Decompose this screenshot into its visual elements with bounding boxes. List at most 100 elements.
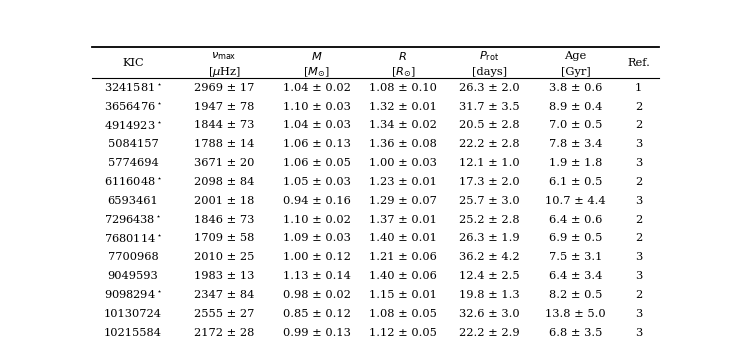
- Text: 2347 ± 84: 2347 ± 84: [194, 290, 254, 300]
- Text: 1.05 ± 0.03: 1.05 ± 0.03: [283, 177, 351, 187]
- Text: 6.4 ± 3.4: 6.4 ± 3.4: [549, 271, 602, 281]
- Text: 3241581$^\star$: 3241581$^\star$: [104, 82, 163, 94]
- Text: 0.99 ± 0.13: 0.99 ± 0.13: [283, 328, 351, 338]
- Text: 3.8 ± 0.6: 3.8 ± 0.6: [549, 83, 602, 93]
- Text: 1.23 ± 0.01: 1.23 ± 0.01: [369, 177, 437, 187]
- Text: 2969 ± 17: 2969 ± 17: [194, 83, 254, 93]
- Text: 1.06 ± 0.13: 1.06 ± 0.13: [283, 139, 351, 149]
- Text: 7680114$^\star$: 7680114$^\star$: [104, 232, 163, 245]
- Text: 6.8 ± 3.5: 6.8 ± 3.5: [549, 328, 602, 338]
- Text: 12.4 ± 2.5: 12.4 ± 2.5: [459, 271, 520, 281]
- Text: 0.94 ± 0.16: 0.94 ± 0.16: [283, 196, 351, 206]
- Text: 12.1 ± 1.0: 12.1 ± 1.0: [459, 158, 520, 168]
- Text: 1709 ± 58: 1709 ± 58: [194, 234, 254, 243]
- Text: 1.34 ± 0.02: 1.34 ± 0.02: [369, 120, 437, 130]
- Text: 3: 3: [635, 328, 643, 338]
- Text: 1.40 ± 0.06: 1.40 ± 0.06: [369, 271, 437, 281]
- Text: 25.7 ± 3.0: 25.7 ± 3.0: [459, 196, 520, 206]
- Text: 3: 3: [635, 309, 643, 319]
- Text: 1788 ± 14: 1788 ± 14: [194, 139, 254, 149]
- Text: 36.2 ± 4.2: 36.2 ± 4.2: [459, 252, 520, 262]
- Text: 1947 ± 78: 1947 ± 78: [194, 102, 254, 112]
- Text: 0.85 ± 0.12: 0.85 ± 0.12: [283, 309, 351, 319]
- Text: 10215584: 10215584: [104, 328, 162, 338]
- Text: 31.7 ± 3.5: 31.7 ± 3.5: [459, 102, 520, 112]
- Text: 22.2 ± 2.9: 22.2 ± 2.9: [459, 328, 520, 338]
- Text: 1.37 ± 0.01: 1.37 ± 0.01: [369, 215, 437, 225]
- Text: 1.08 ± 0.10: 1.08 ± 0.10: [369, 83, 437, 93]
- Text: 6.1 ± 0.5: 6.1 ± 0.5: [549, 177, 602, 187]
- Text: 1846 ± 73: 1846 ± 73: [194, 215, 254, 225]
- Text: 1: 1: [635, 83, 643, 93]
- Text: 1.15 ± 0.01: 1.15 ± 0.01: [369, 290, 437, 300]
- Text: $P_{\mathrm{rot}}$: $P_{\mathrm{rot}}$: [479, 49, 499, 63]
- Text: Age: Age: [564, 51, 586, 61]
- Text: 26.3 ± 1.9: 26.3 ± 1.9: [459, 234, 520, 243]
- Text: 8.2 ± 0.5: 8.2 ± 0.5: [549, 290, 602, 300]
- Text: [$R_{\odot}$]: [$R_{\odot}$]: [391, 65, 415, 79]
- Text: 4914923$^\star$: 4914923$^\star$: [104, 119, 163, 132]
- Text: 5084157: 5084157: [108, 139, 159, 149]
- Text: 5774694: 5774694: [108, 158, 159, 168]
- Text: 2: 2: [635, 120, 643, 130]
- Text: 2: 2: [635, 102, 643, 112]
- Text: 9049593: 9049593: [108, 271, 159, 281]
- Text: 2555 ± 27: 2555 ± 27: [194, 309, 254, 319]
- Text: 3: 3: [635, 158, 643, 168]
- Text: 2: 2: [635, 215, 643, 225]
- Text: 7296438$^\star$: 7296438$^\star$: [104, 214, 162, 226]
- Text: 6.9 ± 0.5: 6.9 ± 0.5: [549, 234, 602, 243]
- Text: 3: 3: [635, 271, 643, 281]
- Text: 0.98 ± 0.02: 0.98 ± 0.02: [283, 290, 351, 300]
- Text: 1.10 ± 0.02: 1.10 ± 0.02: [283, 215, 351, 225]
- Text: 3: 3: [635, 139, 643, 149]
- Text: 2098 ± 84: 2098 ± 84: [194, 177, 254, 187]
- Text: 2: 2: [635, 290, 643, 300]
- Text: 2010 ± 25: 2010 ± 25: [194, 252, 254, 262]
- Text: 25.2 ± 2.8: 25.2 ± 2.8: [459, 215, 520, 225]
- Text: 9098294$^\star$: 9098294$^\star$: [104, 289, 163, 301]
- Text: $R$: $R$: [398, 50, 407, 62]
- Text: 1.08 ± 0.05: 1.08 ± 0.05: [369, 309, 437, 319]
- Text: 1.04 ± 0.03: 1.04 ± 0.03: [283, 120, 351, 130]
- Text: 1.04 ± 0.02: 1.04 ± 0.02: [283, 83, 351, 93]
- Text: 1.13 ± 0.14: 1.13 ± 0.14: [283, 271, 351, 281]
- Text: [$\mu$Hz]: [$\mu$Hz]: [208, 65, 241, 79]
- Text: 2172 ± 28: 2172 ± 28: [194, 328, 254, 338]
- Text: 1.40 ± 0.01: 1.40 ± 0.01: [369, 234, 437, 243]
- Text: 20.5 ± 2.8: 20.5 ± 2.8: [459, 120, 520, 130]
- Text: 1.21 ± 0.06: 1.21 ± 0.06: [369, 252, 437, 262]
- Text: 1.12 ± 0.05: 1.12 ± 0.05: [369, 328, 437, 338]
- Text: 1983 ± 13: 1983 ± 13: [194, 271, 254, 281]
- Text: 1844 ± 73: 1844 ± 73: [194, 120, 254, 130]
- Text: 10.7 ± 4.4: 10.7 ± 4.4: [545, 196, 606, 206]
- Text: 1.06 ± 0.05: 1.06 ± 0.05: [283, 158, 351, 168]
- Text: 7700968: 7700968: [108, 252, 159, 262]
- Text: 3: 3: [635, 252, 643, 262]
- Text: 13.8 ± 5.0: 13.8 ± 5.0: [545, 309, 606, 319]
- Text: 2: 2: [635, 234, 643, 243]
- Text: 7.8 ± 3.4: 7.8 ± 3.4: [549, 139, 602, 149]
- Text: 1.10 ± 0.03: 1.10 ± 0.03: [283, 102, 351, 112]
- Text: 3671 ± 20: 3671 ± 20: [194, 158, 254, 168]
- Text: Ref.: Ref.: [627, 58, 650, 68]
- Text: 1.29 ± 0.07: 1.29 ± 0.07: [369, 196, 437, 206]
- Text: 7.5 ± 3.1: 7.5 ± 3.1: [549, 252, 602, 262]
- Text: 2: 2: [635, 177, 643, 187]
- Text: [days]: [days]: [471, 67, 507, 77]
- Text: 1.36 ± 0.08: 1.36 ± 0.08: [369, 139, 437, 149]
- Text: 22.2 ± 2.8: 22.2 ± 2.8: [459, 139, 520, 149]
- Text: 1.00 ± 0.12: 1.00 ± 0.12: [283, 252, 351, 262]
- Text: KIC: KIC: [122, 58, 144, 68]
- Text: 19.8 ± 1.3: 19.8 ± 1.3: [459, 290, 520, 300]
- Text: 6116048$^\star$: 6116048$^\star$: [104, 176, 163, 188]
- Text: [Gyr]: [Gyr]: [561, 67, 591, 77]
- Text: 1.09 ± 0.03: 1.09 ± 0.03: [283, 234, 351, 243]
- Text: 8.9 ± 0.4: 8.9 ± 0.4: [549, 102, 602, 112]
- Text: $M$: $M$: [311, 50, 322, 62]
- Text: 1.00 ± 0.03: 1.00 ± 0.03: [369, 158, 437, 168]
- Text: 2001 ± 18: 2001 ± 18: [194, 196, 254, 206]
- Text: 7.0 ± 0.5: 7.0 ± 0.5: [549, 120, 602, 130]
- Text: $\nu_{\mathrm{max}}$: $\nu_{\mathrm{max}}$: [212, 50, 237, 62]
- Text: 17.3 ± 2.0: 17.3 ± 2.0: [459, 177, 520, 187]
